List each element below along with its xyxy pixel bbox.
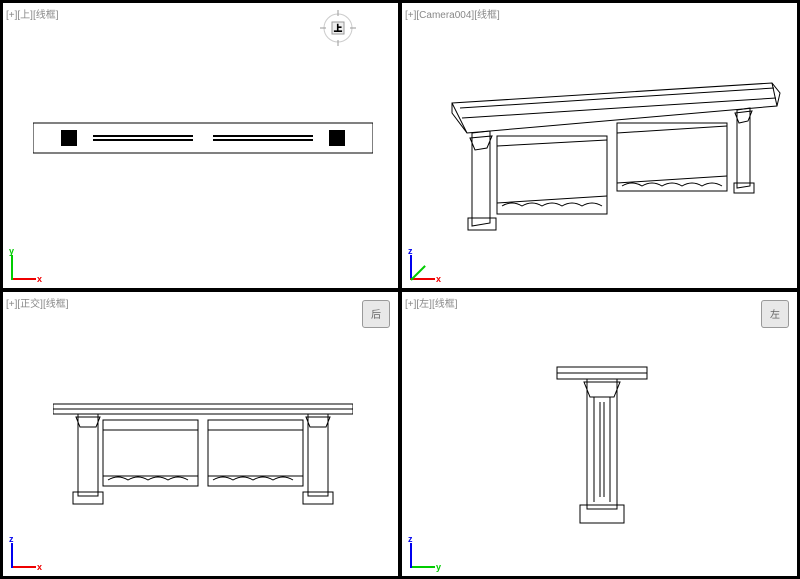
viewport-label: [+][左][线框] [405,295,458,310]
axis-gizmo: x y [11,240,51,280]
axis-z-label: z [408,534,413,544]
axis-z-label: z [408,246,413,256]
svg-text:上: 上 [334,24,342,33]
axis-z-label: z [9,534,14,544]
side-view-drawing [552,352,652,532]
axis-gizmo: x z [11,528,51,568]
compass-icon[interactable]: 上 [318,8,358,48]
view-cube[interactable]: 左 [761,300,789,328]
viewport-grid: [+][上][线框] 上 x y [0,0,800,579]
viewport-label: [+][正交][线框] [6,295,69,310]
viewport-back[interactable]: [+][正交][线框] 后 [2,291,399,578]
front-view-drawing [53,392,353,512]
top-view-drawing [33,118,373,158]
axis-gizmo: y z [410,528,450,568]
axis-y-label: y [9,246,14,256]
viewport-camera[interactable]: [+][Camera004][线框] [401,2,798,289]
perspective-drawing [422,58,782,238]
viewport-label: [+][Camera004][线框] [405,6,500,21]
axis-y-label: y [436,562,441,572]
axis-x-label: x [436,274,441,284]
axis-gizmo: z x y [410,240,450,280]
axis-x-label: x [37,274,42,284]
axis-x-label: x [37,562,42,572]
viewport-top[interactable]: [+][上][线框] 上 x y [2,2,399,289]
viewport-left[interactable]: [+][左][线框] 左 y z [401,291,798,578]
view-cube[interactable]: 后 [362,300,390,328]
viewport-label: [+][上][线框] [6,6,59,21]
